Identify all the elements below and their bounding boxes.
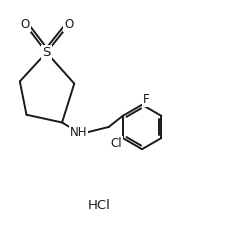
Text: NH: NH — [70, 126, 87, 139]
Text: F: F — [143, 93, 150, 106]
Text: HCl: HCl — [87, 199, 110, 212]
Text: Cl: Cl — [110, 137, 122, 150]
Text: O: O — [64, 18, 73, 31]
Text: S: S — [42, 46, 51, 59]
Text: O: O — [21, 18, 30, 31]
